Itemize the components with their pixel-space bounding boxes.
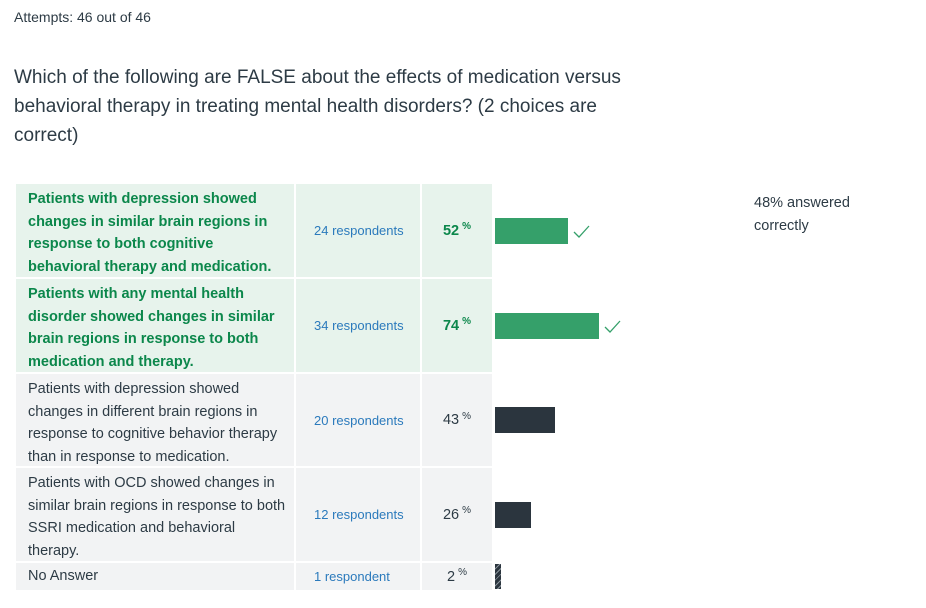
respondents-link[interactable]: 20 respondents [296,374,420,466]
answer-text: Patients with any mental health disorder… [16,279,294,372]
answer-percent: 74% [422,279,492,372]
answer-percent: 52% [422,184,492,277]
percent-value: 2 [447,568,456,585]
answer-text: No Answer [16,563,294,590]
respondents-link[interactable]: 1 respondent [296,563,420,590]
percent-value: 52 [442,222,460,239]
percent-symbol: % [462,316,472,327]
percent-value: 26 [442,506,460,523]
percent-bar [495,313,599,339]
percent-bar [495,218,568,244]
percent-bar [495,407,555,433]
percent-symbol: % [458,567,467,578]
respondents-link[interactable]: 12 respondents [296,468,420,561]
answer-percent: 2% [422,563,492,590]
percent-symbol: % [462,505,472,516]
respondents-link[interactable]: 24 respondents [296,184,420,277]
attempts-count: Attempts: 46 out of 46 [14,9,151,25]
percent-symbol: % [462,221,472,232]
check-icon [604,320,621,333]
answer-text: Patients with OCD showed changes in simi… [16,468,294,561]
percent-bar [495,564,501,589]
percent-value: 43 [442,412,460,428]
percent-value: 74 [442,317,460,334]
respondents-link[interactable]: 34 respondents [296,279,420,372]
answer-percent: 43% [422,374,492,466]
correct-summary: 48% answered correctly [754,195,850,234]
check-icon [573,225,590,238]
percent-bar [495,502,531,528]
percent-symbol: % [462,410,472,422]
answer-percent: 26% [422,468,492,561]
answer-text: Patients with depression showed changes … [16,374,294,466]
answer-text: Patients with depression showed changes … [16,184,294,277]
question-text: Which of the following are FALSE about t… [14,67,621,146]
